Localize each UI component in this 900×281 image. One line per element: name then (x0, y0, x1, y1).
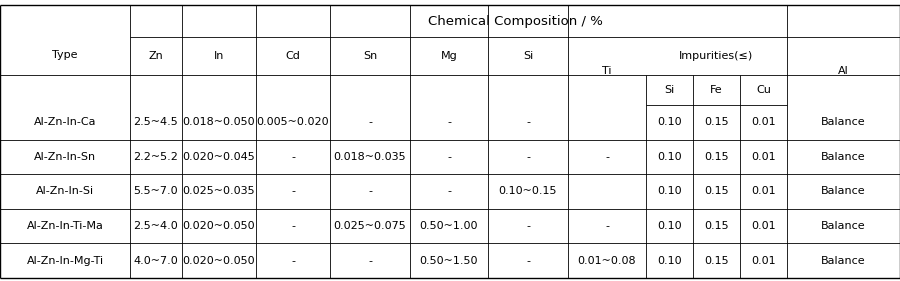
Text: 0.50~1.50: 0.50~1.50 (419, 256, 478, 266)
Text: 0.01: 0.01 (752, 117, 776, 127)
Text: Al-Zn-In-Mg-Ti: Al-Zn-In-Mg-Ti (26, 256, 104, 266)
Text: Mg: Mg (441, 51, 457, 61)
Text: Ti: Ti (602, 66, 612, 76)
Text: -: - (526, 221, 530, 231)
Text: 0.15: 0.15 (704, 152, 729, 162)
Text: Al: Al (838, 66, 849, 76)
Text: 2.5~4.5: 2.5~4.5 (133, 117, 178, 127)
Text: Type: Type (52, 50, 77, 60)
Text: Si: Si (664, 85, 675, 95)
Text: -: - (291, 187, 295, 196)
Text: -: - (605, 221, 609, 231)
Text: 0.025~0.075: 0.025~0.075 (334, 221, 407, 231)
Text: Fe: Fe (710, 85, 723, 95)
Text: Al-Zn-In-Sn: Al-Zn-In-Sn (34, 152, 96, 162)
Text: 0.10: 0.10 (657, 221, 682, 231)
Text: Al-Zn-In-Ca: Al-Zn-In-Ca (34, 117, 96, 127)
Text: Sn: Sn (363, 51, 377, 61)
Text: -: - (447, 117, 451, 127)
Text: 0.10: 0.10 (657, 187, 682, 196)
Text: Balance: Balance (821, 117, 866, 127)
Text: 0.15: 0.15 (704, 221, 729, 231)
Text: 0.01~0.08: 0.01~0.08 (578, 256, 636, 266)
Text: Balance: Balance (821, 221, 866, 231)
Text: 0.50~1.00: 0.50~1.00 (419, 221, 478, 231)
Text: -: - (526, 117, 530, 127)
Text: 0.01: 0.01 (752, 152, 776, 162)
Text: Zn: Zn (148, 51, 164, 61)
Text: -: - (291, 152, 295, 162)
Text: 5.5~7.0: 5.5~7.0 (134, 187, 178, 196)
Text: 0.01: 0.01 (752, 221, 776, 231)
Text: Chemical Composition / %: Chemical Composition / % (428, 15, 602, 28)
Text: In: In (214, 51, 224, 61)
Text: Si: Si (523, 51, 533, 61)
Text: -: - (368, 256, 372, 266)
Text: -: - (368, 117, 372, 127)
Text: Cd: Cd (285, 51, 301, 61)
Text: 0.020~0.050: 0.020~0.050 (183, 256, 256, 266)
Text: -: - (526, 152, 530, 162)
Text: 0.15: 0.15 (704, 256, 729, 266)
Text: 0.15: 0.15 (704, 187, 729, 196)
Text: Balance: Balance (821, 152, 866, 162)
Text: Cu: Cu (756, 85, 771, 95)
Text: 2.5~4.0: 2.5~4.0 (133, 221, 178, 231)
Text: 0.10: 0.10 (657, 256, 682, 266)
Text: Balance: Balance (821, 256, 866, 266)
Text: 2.2~5.2: 2.2~5.2 (133, 152, 178, 162)
Text: -: - (291, 221, 295, 231)
Text: 0.01: 0.01 (752, 187, 776, 196)
Text: -: - (605, 152, 609, 162)
Text: -: - (447, 187, 451, 196)
Text: Balance: Balance (821, 187, 866, 196)
Text: Al-Zn-In-Ti-Ma: Al-Zn-In-Ti-Ma (27, 221, 104, 231)
Text: Al-Zn-In-Si: Al-Zn-In-Si (36, 187, 94, 196)
Text: -: - (291, 256, 295, 266)
Text: 0.005~0.020: 0.005~0.020 (256, 117, 329, 127)
Text: 0.10: 0.10 (657, 117, 682, 127)
Text: 0.025~0.035: 0.025~0.035 (183, 187, 256, 196)
Text: -: - (447, 152, 451, 162)
Text: 0.10~0.15: 0.10~0.15 (499, 187, 557, 196)
Text: 0.01: 0.01 (752, 256, 776, 266)
Text: -: - (526, 256, 530, 266)
Text: 0.020~0.045: 0.020~0.045 (183, 152, 256, 162)
Text: Impurities(≤): Impurities(≤) (680, 51, 753, 61)
Text: 0.10: 0.10 (657, 152, 682, 162)
Text: -: - (368, 187, 372, 196)
Text: 0.018~0.035: 0.018~0.035 (334, 152, 406, 162)
Text: 0.018~0.050: 0.018~0.050 (183, 117, 256, 127)
Text: 0.15: 0.15 (704, 117, 729, 127)
Text: 0.020~0.050: 0.020~0.050 (183, 221, 256, 231)
Text: 4.0~7.0: 4.0~7.0 (133, 256, 178, 266)
